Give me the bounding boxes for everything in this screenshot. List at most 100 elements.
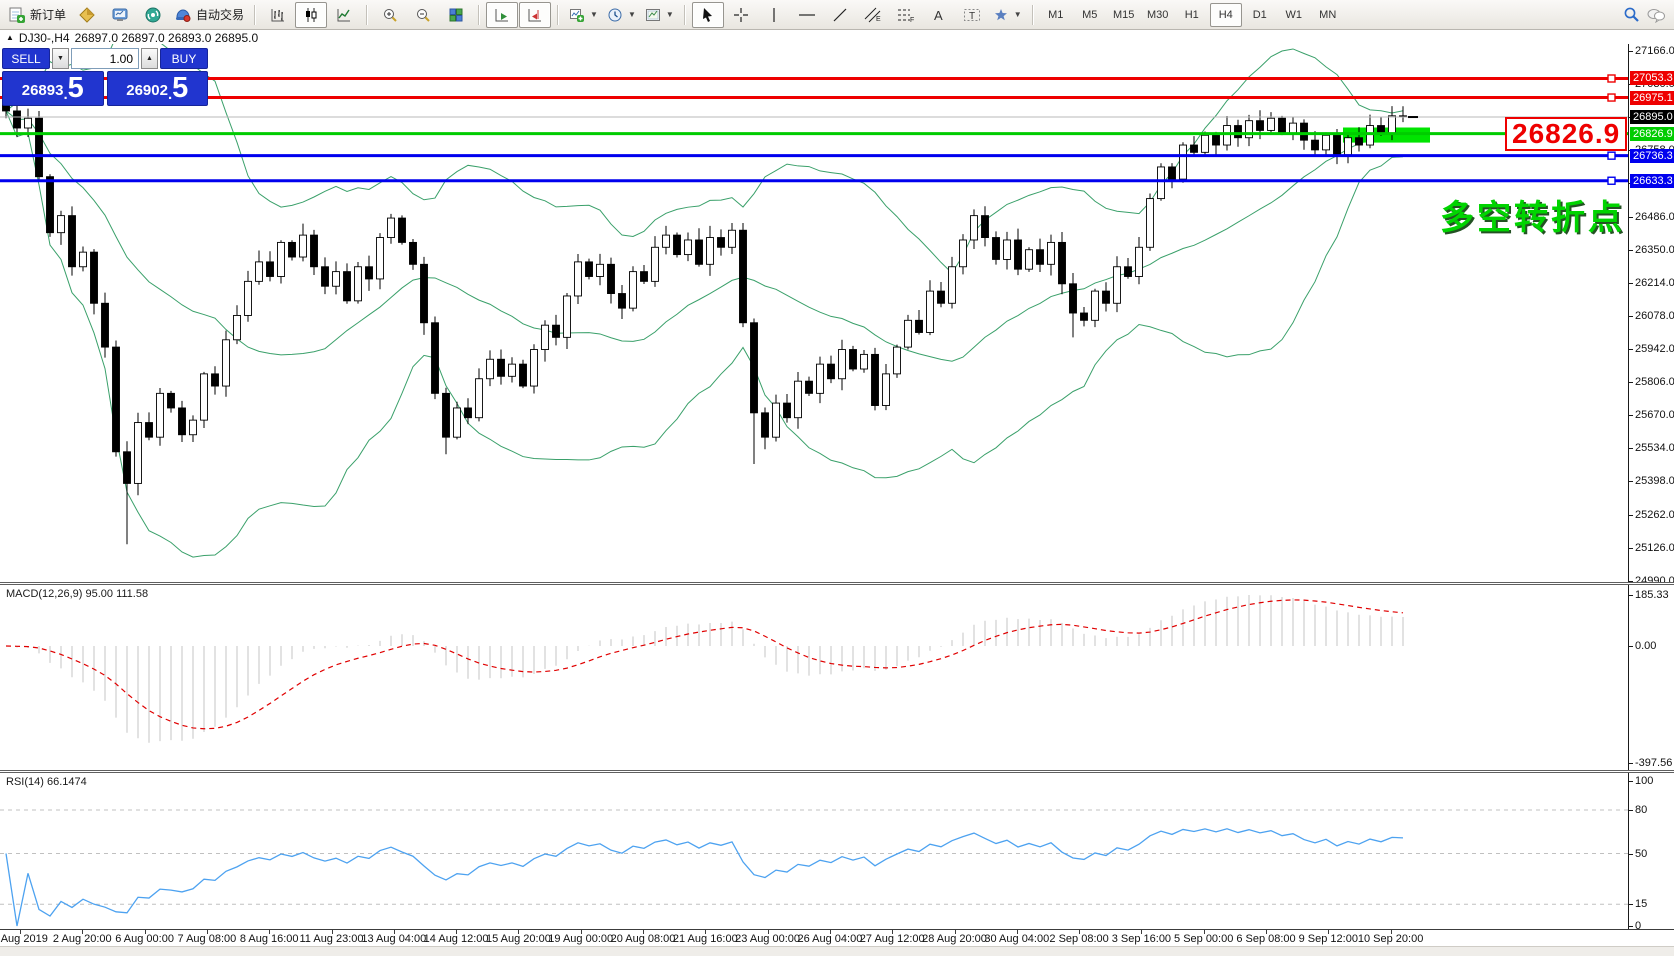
candle-body: [453, 407, 461, 438]
candle-body: [1212, 134, 1220, 146]
market-watch-button[interactable]: [71, 2, 103, 28]
fibonacci-tool-button[interactable]: F: [890, 2, 922, 28]
timeframe-button-m1[interactable]: M1: [1048, 8, 1064, 21]
time-tick: [643, 930, 644, 934]
line-chart-mode-button[interactable]: [328, 2, 360, 28]
highlighted-price-callout[interactable]: 26826.9: [1505, 117, 1628, 151]
price-axis[interactable]: 27166.027030.026894.026758.026622.026486…: [1628, 44, 1674, 932]
axis-tick: [1629, 547, 1633, 549]
volume-increase-button[interactable]: ▲: [141, 48, 158, 69]
indicators-button[interactable]: ▼: [565, 2, 602, 28]
macd-canvas[interactable]: [0, 585, 1628, 771]
time-tick: [1266, 930, 1267, 934]
vertical-line-icon: [773, 7, 775, 22]
time-axis[interactable]: 1 Aug 2019 2 Aug 20:006 Aug 00:007 Aug 08…: [0, 929, 1674, 946]
time-label: 20 Aug 08:00: [610, 933, 676, 945]
candle-body: [684, 239, 692, 256]
svg-text:E: E: [876, 16, 881, 23]
candle-body: [882, 373, 890, 406]
rsi-canvas[interactable]: [0, 773, 1628, 928]
macd-pane[interactable]: MACD(12,26,9) 95.00 111.58: [0, 585, 1628, 771]
buy-button[interactable]: BUY: [160, 48, 208, 69]
chat-icon[interactable]: [1646, 7, 1666, 23]
volume-input[interactable]: 1.00: [71, 48, 139, 69]
candle-body: [706, 237, 714, 265]
candle-body: [673, 234, 681, 256]
chart-text-annotation[interactable]: 多空转折点: [1440, 199, 1625, 237]
time-tick: [1328, 930, 1330, 934]
crosshair-tool-button[interactable]: [725, 2, 757, 28]
candle-body: [783, 402, 791, 419]
time-tick: [954, 930, 956, 934]
channel-tool-button[interactable]: E: [857, 2, 889, 28]
text-label-tool-button[interactable]: T: [956, 2, 988, 28]
price-tag-26826.9: 26826.9: [1630, 126, 1674, 141]
candle-body: [794, 380, 802, 419]
autotrading-icon: [176, 8, 191, 22]
timeframe-button-m5[interactable]: M5: [1082, 8, 1098, 21]
pane-splitter[interactable]: [0, 582, 1674, 585]
price-tick-label: 25398.0: [1635, 475, 1674, 488]
line-handle[interactable]: [1607, 74, 1616, 83]
toolbar-separator: [557, 4, 560, 25]
candle-body: [596, 263, 604, 277]
main-chart-pane[interactable]: [0, 44, 1628, 583]
chart-profile-button[interactable]: [104, 2, 136, 28]
cursor-tool-button[interactable]: [691, 1, 724, 28]
sell-price-display[interactable]: 26893. 5: [2, 71, 104, 106]
line-handle[interactable]: [1607, 93, 1616, 102]
zoom-out-button[interactable]: [407, 2, 439, 28]
search-icon[interactable]: [1623, 6, 1640, 23]
price-chart-canvas[interactable]: [0, 44, 1628, 583]
timeframe-button-h4[interactable]: H4: [1209, 2, 1242, 27]
line-handle[interactable]: [1607, 176, 1616, 185]
svg-text:F: F: [910, 17, 914, 23]
collapse-triangle-icon[interactable]: ▲: [6, 33, 14, 42]
vertical-line-tool-button[interactable]: [758, 2, 790, 28]
text-tool-button[interactable]: A: [923, 2, 955, 28]
candle-body: [156, 392, 164, 438]
templates-button[interactable]: ▼: [641, 2, 678, 28]
candle-body: [1014, 239, 1022, 270]
candle-body: [475, 378, 483, 419]
price-tag-26975.1: 26975.1: [1630, 90, 1674, 105]
buy-price-display[interactable]: 26902. 5: [106, 71, 208, 106]
trendline-tool-button[interactable]: [824, 2, 856, 28]
timeframe-button-mn[interactable]: MN: [1319, 8, 1337, 21]
volume-decrease-button[interactable]: ▼: [52, 48, 69, 69]
horizontal-line-tool-button[interactable]: [791, 2, 823, 28]
auto-scroll-button[interactable]: [486, 1, 519, 28]
line-handle[interactable]: [1607, 151, 1616, 160]
zoom-in-button[interactable]: [374, 2, 406, 28]
candle-body: [13, 110, 21, 129]
new-order-button[interactable]: 新订单: [4, 2, 70, 28]
candle-body: [893, 346, 901, 375]
candle-body: [464, 407, 472, 419]
sell-button[interactable]: SELL: [2, 48, 50, 69]
periods-button[interactable]: ▼: [603, 2, 640, 28]
rsi-pane[interactable]: RSI(14) 66.1474: [0, 773, 1628, 928]
timeframe-button-h1[interactable]: H1: [1184, 8, 1199, 21]
signals-button[interactable]: [137, 2, 169, 28]
timeframe-button-w1[interactable]: W1: [1285, 8, 1302, 21]
timeframe-button-m30[interactable]: M30: [1147, 8, 1169, 21]
timeframe-button-d1[interactable]: D1: [1252, 8, 1267, 21]
bar-chart-mode-button[interactable]: [262, 2, 294, 28]
time-label: 28 Aug 20:00: [922, 933, 987, 945]
trendline-icon: [833, 8, 847, 21]
candle-chart-mode-button[interactable]: [295, 1, 328, 28]
autotrading-button[interactable]: 自动交易: [170, 2, 248, 28]
time-label: 27 Aug 12:00: [859, 933, 925, 945]
time-tick: [518, 930, 520, 934]
chart-shift-button[interactable]: [519, 1, 552, 28]
timeframe-button-m15[interactable]: M15: [1113, 8, 1135, 21]
time-label: 21 Aug 16:00: [672, 933, 738, 945]
tile-windows-button[interactable]: [440, 2, 472, 28]
axis-tick: [1629, 646, 1633, 647]
crosshair-icon: [733, 7, 748, 22]
candle-body: [1146, 198, 1154, 248]
pane-splitter[interactable]: [0, 770, 1674, 773]
candle-body: [552, 324, 560, 338]
arrows-tool-button[interactable]: ▼: [989, 2, 1026, 28]
